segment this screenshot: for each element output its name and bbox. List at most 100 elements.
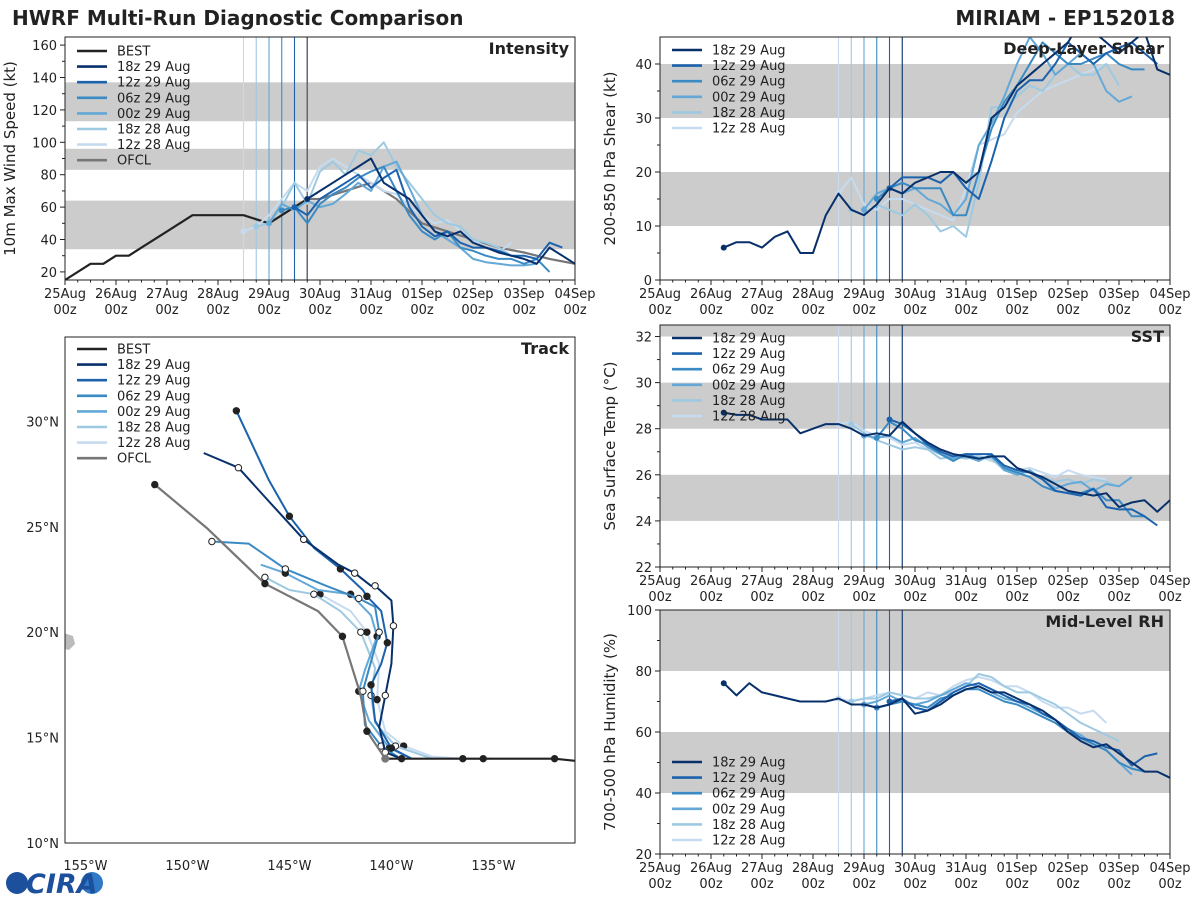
shear-ytick-label: 40 — [635, 58, 652, 73]
rh-run-18z-28-aug-line — [851, 673, 1120, 743]
rh-xtick-label: 03Sep — [1098, 861, 1139, 876]
sst-run-18z-28-aug-init-point — [848, 421, 855, 428]
sst-xtick-sublabel: 00z — [699, 590, 723, 605]
track-panel: 155°W 150°W 145°W 140°W 135°W 15°N 20°N 25°N 30°… — [26, 336, 576, 874]
intensity-xtick-sublabel: 00z — [206, 303, 230, 318]
rh-run-18z-29-aug-line — [723, 682, 1170, 779]
rh-xtick-sublabel: 00z — [1158, 877, 1182, 892]
shear-xtick-label: 04Sep — [1149, 287, 1190, 302]
shear-xtick-label: 31Aug — [945, 287, 987, 302]
rh-xtick-label: 04Sep — [1149, 861, 1190, 876]
shear-ytick-label: 10 — [635, 220, 652, 235]
intensity-run-12z-28-aug-line — [243, 157, 512, 254]
shear-ytick-label: 0 — [644, 274, 652, 289]
sst-xtick-sublabel: 00z — [852, 590, 876, 605]
rh-xtick-label: 02Sep — [1047, 861, 1088, 876]
intensity-run-18z-28-aug-line — [256, 141, 525, 260]
track-run-06z-29-aug-line-day-marker — [355, 594, 363, 603]
sst-ylabel: Sea Surface Temp (°C) — [601, 361, 619, 530]
sst-run-06z-29-aug-init-point — [873, 434, 880, 441]
track-run-12z-28-aug-line-day-marker — [363, 628, 371, 636]
rh-run-12z-28-aug-line — [838, 676, 1107, 724]
rh-legend-label-18z-29-aug: 18z 29 Aug — [712, 756, 786, 771]
shear-legend-label-12z-28-aug: 12z 28 Aug — [712, 122, 786, 137]
track-xtick-label: 150°W — [165, 859, 209, 874]
shear-panel: 01020304025Aug00z26Aug00z27Aug00z28Aug00… — [601, 36, 1191, 318]
intensity-ytick-label: 140 — [32, 72, 57, 87]
rh-xtick-sublabel: 00z — [1005, 877, 1029, 892]
sst-run-12z-29-aug-init-point — [886, 416, 893, 423]
shear-xtick-sublabel: 00z — [699, 303, 723, 318]
track-run-18z-29-aug-line-day-marker — [299, 535, 308, 544]
track-ofcl-line-day-marker — [261, 579, 269, 588]
sst-threshold-band — [660, 382, 1170, 429]
intensity-xtick-label: 28Aug — [197, 287, 239, 302]
track-xtick-label: 140°W — [369, 859, 413, 874]
track-run-18z-28-aug-line — [264, 576, 433, 760]
sst-xtick-sublabel: 00z — [1158, 590, 1182, 605]
figure-title: HWRF Multi-Run Diagnostic Comparison — [12, 6, 463, 30]
sst-ytick-label: 32 — [635, 331, 652, 346]
shear-ylabel: 200-850 hPa Shear (kt) — [601, 72, 619, 246]
track-run-18z-28-aug-line-day-marker — [261, 573, 269, 582]
sst-xtick-label: 04Sep — [1149, 574, 1190, 589]
intensity-run-06z-29-aug-init-point — [278, 207, 285, 214]
rh-xtick-label: 29Aug — [843, 861, 885, 876]
intensity-run-18z-29-aug-init-point — [304, 196, 311, 202]
intensity-legend-label-06z-29-aug: 06z 29 Aug — [117, 91, 191, 106]
rh-xtick-sublabel: 00z — [699, 877, 723, 892]
track-run-12z-29-aug-line-day-marker — [367, 681, 375, 689]
track-ytick-label: 20°N — [26, 626, 59, 641]
intensity-xtick-sublabel: 00z — [155, 303, 179, 318]
shear-ytick-label: 30 — [635, 112, 652, 127]
intensity-legend-label-00z-29-aug: 00z 29 Aug — [117, 107, 191, 122]
intensity-xtick-label: 26Aug — [95, 287, 137, 302]
intensity-xtick-label: 04Sep — [554, 287, 595, 302]
track-frame — [64, 336, 576, 844]
track-ofcl-line-day-marker — [151, 480, 159, 489]
track-run-18z-29-aug-line-day-marker — [234, 464, 243, 472]
sst-xtick-label: 03Sep — [1098, 574, 1139, 589]
rh-title: Mid-Level RH — [1045, 612, 1164, 631]
track-current-position — [381, 754, 390, 763]
intensity-xtick-sublabel: 00z — [410, 303, 434, 318]
track-run-12z-28-aug-line-day-marker — [373, 695, 381, 704]
intensity-xtick-sublabel: 00z — [308, 303, 332, 318]
rh-xtick-label: 30Aug — [894, 861, 936, 876]
rh-xtick-sublabel: 00z — [1107, 877, 1131, 892]
intensity-run-00z-29-aug-init-point — [266, 220, 272, 227]
shear-legend-label-00z-29-aug: 00z 29 Aug — [712, 90, 786, 105]
shear-run-18z-29-aug-line — [723, 37, 1170, 254]
rh-legend-label-12z-29-aug: 12z 29 Aug — [712, 771, 786, 786]
intensity-xtick-sublabel: 00z — [359, 303, 383, 318]
track-best-line-day-marker — [397, 754, 406, 763]
intensity-best-line — [65, 198, 308, 280]
intensity-xtick-label: 29Aug — [248, 287, 290, 302]
intensity-xtick-label: 30Aug — [299, 287, 341, 302]
sst-panel: 22242628303225Aug00z26Aug00z27Aug00z28Au… — [601, 324, 1191, 605]
intensity-run-18z-29-aug-line — [306, 157, 575, 265]
sst-threshold-band — [660, 474, 1170, 521]
sst-xtick-sublabel: 00z — [954, 590, 978, 605]
track-run-18z-29-aug-line-day-marker — [381, 691, 389, 700]
rh-run-06z-29-aug-line — [876, 688, 1145, 773]
cira-logo: CIRA — [6, 869, 103, 900]
intensity-legend-label-12z-29-aug: 12z 29 Aug — [117, 76, 191, 91]
sst-xtick-label: 30Aug — [894, 574, 936, 589]
rh-xtick-sublabel: 00z — [852, 877, 876, 892]
rh-xtick-sublabel: 00z — [750, 877, 774, 892]
shear-threshold-band — [660, 172, 1170, 226]
sst-title: SST — [1131, 327, 1164, 346]
track-ytick-label: 15°N — [26, 732, 59, 747]
rh-xtick-sublabel: 00z — [903, 877, 927, 892]
intensity-legend-label-ofcl: OFCL — [117, 154, 152, 169]
shear-ytick-label: 20 — [635, 166, 652, 181]
intensity-xtick-label: 02Sep — [452, 287, 493, 302]
shear-xtick-label: 02Sep — [1047, 287, 1088, 302]
track-xtick-label: 145°W — [267, 859, 311, 874]
shear-xtick-label: 30Aug — [894, 287, 936, 302]
rh-xtick-sublabel: 00z — [648, 877, 672, 892]
shear-title: Deep-Layer Shear — [1003, 39, 1164, 58]
rh-ytick-label: 40 — [635, 787, 652, 802]
intensity-ytick-label: 160 — [32, 39, 57, 54]
